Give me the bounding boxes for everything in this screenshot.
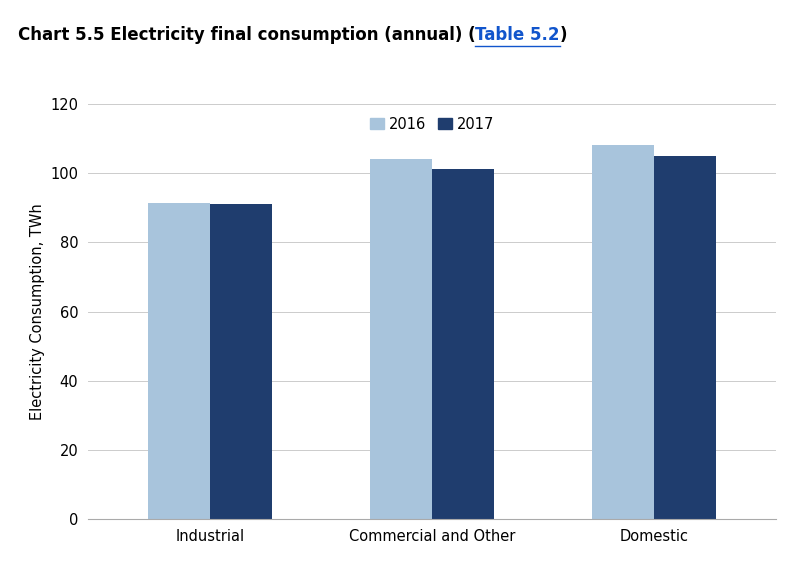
Bar <box>654 156 716 519</box>
Text: Chart 5.5 Electricity final consumption (annual) (: Chart 5.5 Electricity final consumption … <box>18 26 475 44</box>
Legend: 2016, 2017: 2016, 2017 <box>364 111 500 138</box>
Y-axis label: Electricity Consumption, TWh: Electricity Consumption, TWh <box>30 203 45 420</box>
Bar <box>370 159 432 519</box>
Text: Table 5.2: Table 5.2 <box>475 26 560 44</box>
Bar <box>148 203 210 519</box>
Bar <box>210 204 272 519</box>
Bar <box>592 145 654 519</box>
Text: ): ) <box>560 26 567 44</box>
Bar <box>432 169 494 519</box>
